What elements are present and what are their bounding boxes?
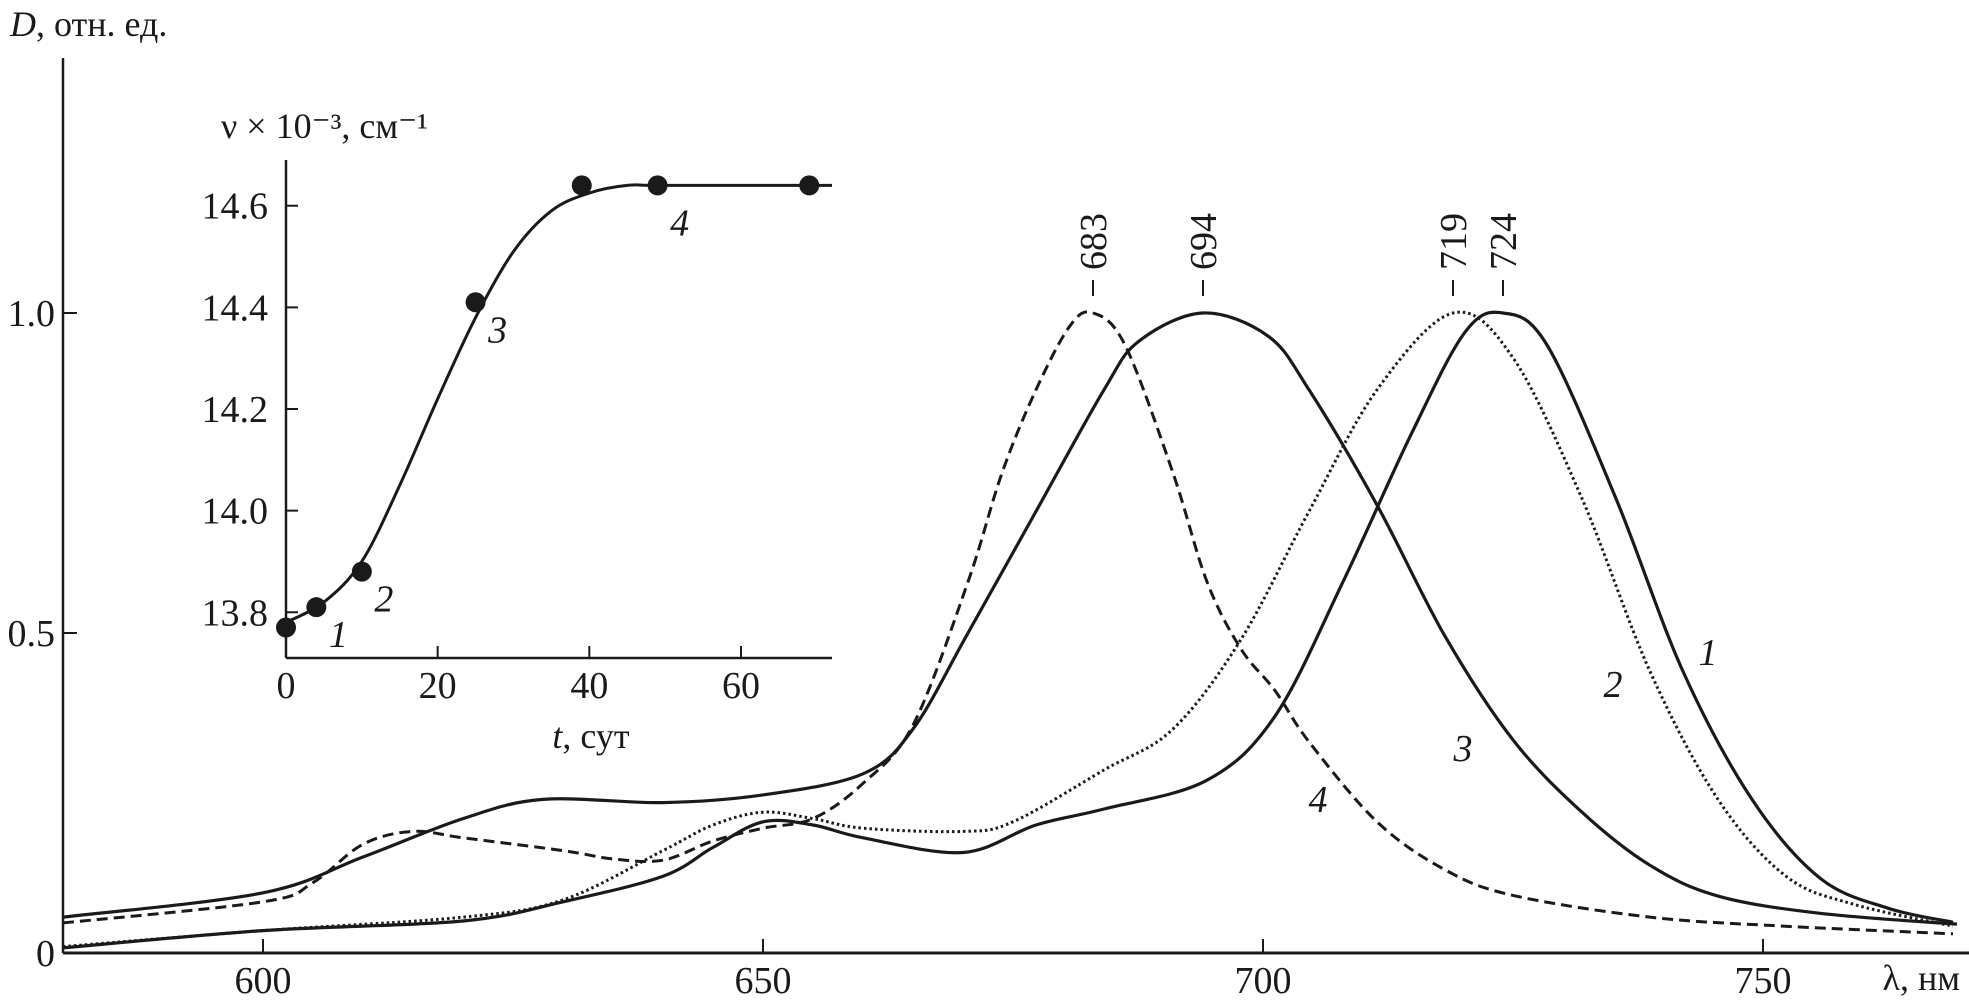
main-x-tick-label: 650 (735, 960, 792, 1002)
inset-y-tick-label: 14.6 (202, 186, 269, 228)
spectrum-curve-3 (62, 311, 1958, 926)
main-plot: D, отн. ед. λ, нм 600 650 700 75000.51.0123… (8, 4, 1969, 1002)
inset-y-tick-label: 13.8 (202, 592, 269, 634)
peak-wavelength-label: 694 (1183, 213, 1225, 270)
inset-y-axis-title: ν × 10⁻³, см⁻¹ (221, 106, 428, 146)
inset-point-label-3: 3 (487, 309, 507, 351)
inset-data-point (571, 175, 592, 196)
inset-y-tick-label: 14.2 (202, 389, 269, 431)
inset-point-label-4: 4 (670, 202, 689, 244)
main-y-tick-label: 1.0 (8, 293, 56, 335)
spectrum-curve-1 (62, 310, 1954, 950)
main-x-tick-label: 600 (235, 960, 292, 1002)
peak-wavelength-label: 719 (1433, 213, 1475, 270)
inset-fit-curve (285, 183, 832, 624)
inset-data-point (306, 597, 327, 618)
inset-x-tick-label: 40 (570, 665, 608, 707)
inset-data-point (799, 175, 820, 196)
spectrum-curve-4 (62, 310, 1954, 936)
curve-label-4: 4 (1309, 779, 1328, 821)
curve-label-2: 2 (1604, 664, 1623, 706)
inset-data-point (647, 175, 668, 196)
inset-y-tick-label: 14.0 (202, 491, 269, 533)
main-y-tick-label: 0 (36, 933, 55, 975)
inset-point-label-1: 1 (329, 614, 348, 656)
inset-x-axis-title: t, сут (552, 716, 630, 756)
inset-point-label-2: 2 (374, 579, 393, 621)
inset-y-tick-label: 14.4 (202, 287, 269, 329)
inset-data-point (351, 561, 372, 582)
main-x-tick-label: 700 (1235, 960, 1292, 1002)
inset-plot: ν × 10⁻³, см⁻¹ t, сут 0 20 40 60 13.8 14.0 14.… (202, 106, 832, 756)
main-y-axis-title: D, отн. ед. (9, 4, 167, 44)
main-x-tick-label: 750 (1735, 960, 1792, 1002)
peak-wavelength-label: 724 (1483, 213, 1525, 270)
inset-x-tick-label: 0 (277, 665, 296, 707)
inset-x-tick-label: 60 (722, 665, 760, 707)
inset-data-point (465, 292, 486, 313)
peak-wavelength-label: 683 (1073, 213, 1115, 270)
inset-x-tick-label: 20 (419, 665, 457, 707)
curve-label-1: 1 (1699, 632, 1718, 674)
curve-label-3: 3 (1453, 728, 1473, 770)
spectrum-curve-2 (62, 310, 1954, 949)
inset-data-point (276, 617, 296, 638)
main-x-axis-title: λ, нм (1882, 958, 1960, 998)
main-y-tick-label: 0.5 (8, 613, 56, 655)
